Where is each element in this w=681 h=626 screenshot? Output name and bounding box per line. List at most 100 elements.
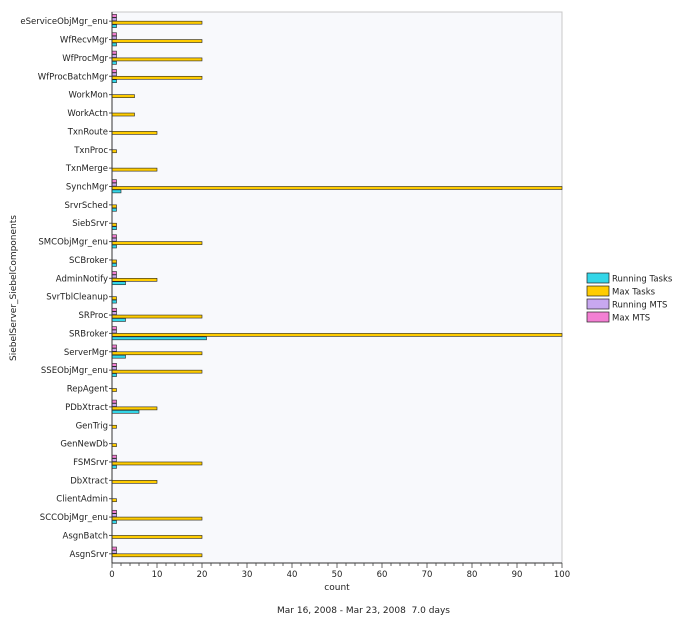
bar-max-mts-pdbxtract <box>111 399 117 404</box>
bar-max-tasks-scbroker <box>111 259 117 264</box>
bar-max-tasks-gennewdb <box>111 443 117 447</box>
bar-max-tasks-srbroker <box>111 333 563 337</box>
bar-max-tasks-txnproc <box>111 149 117 154</box>
bar-max-tasks-wfrecvmgr <box>111 39 203 43</box>
bar-max-mts-eserviceobjmgr-enu <box>111 14 117 18</box>
category-label-eserviceobjmgr-enu: eServiceObjMgr_enu <box>20 17 108 27</box>
bar-running-mts-servermgr <box>111 348 117 352</box>
x-tick-label-70: 70 <box>422 570 433 580</box>
category-labels: eServiceObjMgr_enu WfRecvMgr WfProcMgr WfPr… <box>20 17 112 560</box>
bar-max-mts-sccobjmgr-enu <box>111 509 117 514</box>
category-label-workactn: WorkActn <box>67 109 108 119</box>
category-label-smcobjmgr-enu: SMCObjMgr_enu <box>38 238 108 248</box>
category-label-asgnbatch: AsgnBatch <box>63 531 108 541</box>
bar-running-tasks-fsmsrvr <box>111 465 117 469</box>
bar-max-tasks-servermgr <box>111 351 203 356</box>
bar-running-mts-sseobjmgr-enu <box>111 366 117 371</box>
bar-running-mts-sccobjmgr-enu <box>111 513 117 517</box>
bar-max-mts-sseobjmgr-enu <box>111 363 117 367</box>
bar-running-tasks-scbroker <box>111 263 117 267</box>
category-label-repagent: RepAgent <box>67 385 109 395</box>
date-range-text: Mar 16, 2008 - Mar 23, 2008 <box>277 606 406 616</box>
x-tick-label-0: 0 <box>109 570 114 580</box>
x-tick-label-10: 10 <box>152 570 163 580</box>
duration-text: 7.0 days <box>411 606 450 616</box>
bar-running-tasks-servermgr <box>111 354 126 359</box>
bar-max-tasks-siebsrvr <box>111 222 117 227</box>
bar-running-tasks-eserviceobjmgr-enu <box>111 24 117 28</box>
category-label-clientadmin: ClientAdmin <box>56 495 108 505</box>
bar-max-tasks-sccobjmgr-enu <box>111 516 203 521</box>
bar-running-tasks-sseobjmgr-enu <box>111 373 117 377</box>
bar-running-tasks-svrtblcleanup <box>111 299 117 304</box>
x-tick-label-60: 60 <box>377 570 388 580</box>
bar-max-mts-wfrecvmgr <box>111 32 117 37</box>
bar-running-mts-synchmgr <box>111 182 117 187</box>
bar-running-tasks-wfprocbatchmgr <box>111 79 117 83</box>
footer-date-range: Mar 16, 2008 - Mar 23, 2008 7.0 days <box>0 606 681 616</box>
category-label-srbroker: SRBroker <box>69 329 108 339</box>
bar-max-tasks-txnroute <box>111 131 158 135</box>
category-label-pdbxtract: PDbXtract <box>65 403 109 413</box>
bar-running-mts-fsmsrvr <box>111 458 117 462</box>
x-tick-label-30: 30 <box>242 570 253 580</box>
category-label-srvrsched: SrvrSched <box>65 201 109 211</box>
bar-max-tasks-wfprocbatchmgr <box>111 75 203 80</box>
bar-max-tasks-pdbxtract <box>111 406 158 411</box>
y-axis-title: SiebelServer_SiebelComponents <box>9 215 19 361</box>
category-label-gentrig: GenTrig <box>76 421 108 431</box>
bar-max-tasks-workactn <box>111 112 135 117</box>
bar-running-mts-adminnotify <box>111 274 117 279</box>
legend-label-max-tasks: Max Tasks <box>612 288 656 298</box>
category-label-gennewdb: GenNewDb <box>60 440 108 450</box>
bar-max-tasks-gentrig <box>111 424 117 429</box>
bar-running-tasks-sccobjmgr-enu <box>111 520 117 524</box>
bar-running-tasks-pdbxtract <box>111 409 140 414</box>
bar-running-mts-wfrecvmgr <box>111 35 117 40</box>
category-label-txnmerge: TxnMerge <box>65 164 108 174</box>
bar-max-mts-srproc <box>111 307 117 312</box>
bar-max-mts-asgnsrvr <box>111 546 117 551</box>
bar-max-tasks-repagent <box>111 388 117 392</box>
category-label-siebsrvr: SiebSrvr <box>72 219 108 229</box>
bar-running-mts-asgnsrvr <box>111 550 117 554</box>
category-label-fsmsrvr: FSMSrvr <box>73 458 108 468</box>
legend-label-running-mts: Running MTS <box>612 301 667 311</box>
bar-running-tasks-smcobjmgr-enu <box>111 244 117 249</box>
bar-max-tasks-dbxtract <box>111 480 158 484</box>
bar-running-tasks-adminnotify <box>111 281 126 286</box>
x-tick-label-20: 20 <box>197 570 208 580</box>
bar-running-tasks-siebsrvr <box>111 226 117 230</box>
legend-swatch-max-tasks <box>586 285 610 297</box>
category-label-servermgr: ServerMgr <box>64 348 109 358</box>
legend-label-max-mts: Max MTS <box>612 314 650 324</box>
category-label-srproc: SRProc <box>79 311 109 321</box>
category-label-asgnsrvr: AsgnSrvr <box>70 550 109 560</box>
bar-max-tasks-asgnbatch <box>111 535 203 539</box>
category-label-dbxtract: DbXtract <box>70 476 108 486</box>
bar-running-tasks-srproc <box>111 318 126 322</box>
bar-max-tasks-eserviceobjmgr-enu <box>111 20 203 25</box>
bar-max-tasks-svrtblcleanup <box>111 296 117 300</box>
legend: Running Tasks Max Tasks Running MTS Max MTS <box>586 272 673 324</box>
category-label-scbroker: SCBroker <box>69 256 109 266</box>
bar-running-mts-srbroker <box>111 329 117 334</box>
bar-max-mts-adminnotify <box>111 271 117 275</box>
bar-running-tasks-wfprocmgr <box>111 61 117 65</box>
bar-max-tasks-sseobjmgr-enu <box>111 369 203 374</box>
category-label-txnproc: TxnProc <box>73 146 108 156</box>
category-label-synchmgr: SynchMgr <box>66 182 109 192</box>
x-axis-title: count <box>324 583 350 593</box>
bar-max-tasks-workmon <box>111 94 135 98</box>
bar-max-tasks-asgnsrvr <box>111 553 203 558</box>
category-label-adminnotify: AdminNotify <box>56 274 108 284</box>
legend-label-running-tasks: Running Tasks <box>612 275 673 285</box>
category-label-wfrecvmgr: WfRecvMgr <box>60 36 109 46</box>
bar-running-mts-wfprocmgr <box>111 54 117 58</box>
bar-running-mts-pdbxtract <box>111 403 117 407</box>
bar-max-mts-fsmsrvr <box>111 454 117 459</box>
plot-area <box>111 11 563 564</box>
bar-max-mts-smcobjmgr-enu <box>111 234 117 239</box>
category-label-workmon: WorkMon <box>69 91 108 101</box>
bar-max-mts-wfprocmgr <box>111 50 117 55</box>
